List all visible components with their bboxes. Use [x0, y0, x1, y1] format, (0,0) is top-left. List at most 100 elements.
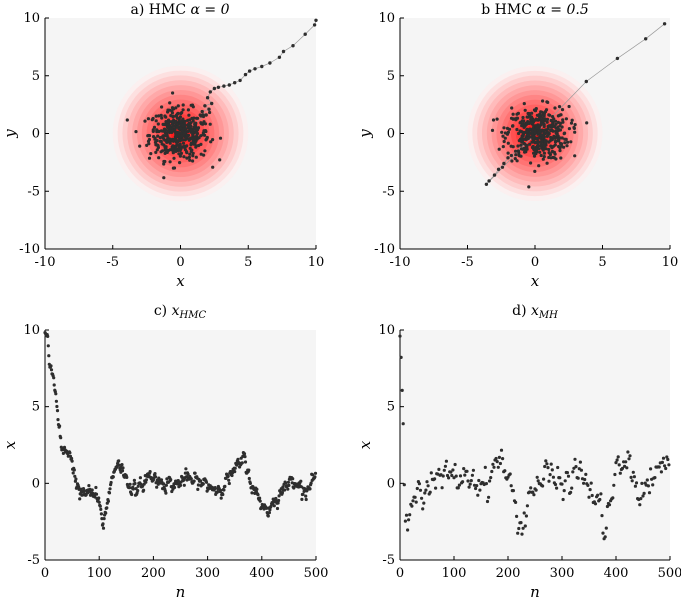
data-point: [240, 461, 244, 465]
data-point: [149, 152, 153, 156]
data-point: [564, 117, 569, 121]
x-tick-label: 100: [87, 566, 112, 581]
data-point: [178, 154, 182, 158]
data-point: [166, 136, 170, 140]
data-point: [186, 123, 190, 127]
data-point: [663, 464, 667, 468]
data-point: [612, 483, 616, 487]
data-point: [183, 138, 187, 142]
data-point: [665, 455, 669, 459]
data-point: [531, 122, 535, 126]
data-point: [404, 513, 409, 517]
data-point: [505, 126, 510, 130]
data-point: [176, 147, 180, 151]
data-point: [649, 467, 653, 471]
data-point: [313, 471, 318, 475]
data-point: [488, 479, 492, 483]
data-point: [277, 494, 281, 498]
data-point: [160, 105, 164, 109]
data-point: [176, 143, 180, 147]
data-point: [463, 473, 467, 477]
data-point: [599, 492, 603, 496]
data-point: [172, 485, 177, 490]
data-point: [202, 153, 206, 157]
data-point: [111, 475, 115, 479]
data-point: [221, 492, 225, 497]
data-point: [277, 498, 281, 503]
data-point: [533, 169, 537, 173]
data-point: [491, 462, 495, 466]
data-point: [514, 149, 518, 153]
data-point: [68, 451, 72, 455]
data-point: [529, 117, 533, 121]
data-point: [558, 149, 562, 153]
data-point: [411, 499, 415, 503]
data-point: [509, 144, 513, 148]
x-axis-label: x: [531, 272, 540, 290]
data-point: [189, 477, 193, 481]
data-point: [97, 496, 101, 500]
data-point: [573, 130, 577, 134]
x-tick-label: -10: [35, 255, 56, 270]
data-point: [544, 459, 548, 463]
data-point: [571, 470, 575, 474]
data-point: [536, 144, 540, 148]
data-point: [117, 459, 121, 463]
data-point: [508, 472, 512, 476]
data-point: [230, 473, 234, 478]
data-point: [563, 131, 567, 135]
y-tick-label: 5: [32, 69, 40, 84]
data-point: [171, 147, 175, 151]
data-point: [176, 104, 180, 108]
data-point: [545, 130, 549, 134]
data-point: [420, 496, 424, 500]
data-point: [545, 462, 549, 466]
data-point: [227, 481, 231, 486]
data-point: [170, 109, 174, 113]
data-point: [574, 465, 578, 469]
data-point: [46, 334, 50, 338]
data-point: [163, 145, 167, 150]
data-point: [172, 138, 176, 142]
data-point: [516, 144, 520, 148]
data-point: [626, 450, 630, 454]
data-point: [72, 468, 76, 472]
data-point: [535, 475, 539, 479]
data-point: [522, 137, 526, 141]
data-point: [160, 149, 165, 153]
data-point: [169, 478, 173, 482]
data-point: [445, 473, 450, 478]
data-point: [253, 67, 257, 71]
data-point: [618, 471, 622, 475]
data-point: [553, 143, 557, 147]
data-point: [193, 471, 197, 475]
data-point: [73, 474, 77, 478]
data-point: [578, 460, 583, 464]
data-point: [177, 127, 181, 131]
y-tick-label: -10: [19, 242, 40, 257]
data-point: [62, 445, 67, 449]
data-point: [541, 99, 545, 103]
data-point: [131, 487, 135, 491]
data-point: [188, 152, 192, 156]
data-point: [475, 484, 479, 488]
data-point: [660, 460, 665, 464]
data-point: [185, 156, 189, 160]
data-point: [55, 409, 60, 413]
data-point: [182, 122, 186, 126]
data-point: [467, 485, 471, 489]
data-point: [146, 117, 150, 121]
data-point: [560, 482, 564, 486]
data-point: [540, 128, 544, 132]
x-tick-label: -5: [106, 255, 119, 270]
data-point: [495, 117, 499, 121]
data-point: [192, 479, 196, 483]
data-point: [162, 122, 166, 126]
data-point: [181, 118, 185, 122]
data-point: [531, 127, 535, 131]
data-point: [162, 176, 166, 180]
data-point: [634, 481, 639, 485]
data-point: [186, 472, 190, 476]
data-point: [156, 134, 160, 138]
